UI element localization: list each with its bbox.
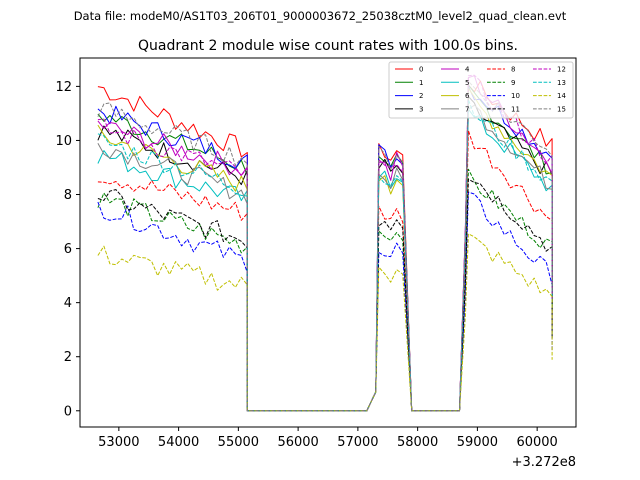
legend-frame (388, 61, 574, 119)
series-line-10 (97, 191, 553, 412)
series-line-13 (97, 99, 553, 412)
axes-frame (79, 57, 577, 428)
y-axis: 0 2 4 6 8 10 12 (55, 80, 80, 419)
chart-title: Quadrant 2 module wise count rates with … (138, 38, 518, 54)
plot-lines (97, 74, 553, 412)
y-tick-label: 4 (64, 296, 72, 311)
y-tick-label: 6 (64, 242, 72, 257)
legend-label-9: 9 (511, 79, 515, 87)
legend-label-3: 3 (419, 105, 423, 113)
y-tick-label: 12 (55, 80, 72, 95)
figure-suptitle: Data file: modeM0/AS1T03_206T01_90000036… (74, 9, 567, 23)
legend-label-10: 10 (511, 92, 520, 100)
legend-label-15: 15 (557, 105, 566, 113)
x-offset-text: +3.272e8 (512, 455, 576, 470)
x-tick-label: 54000 (158, 435, 199, 450)
legend-label-11: 11 (511, 105, 520, 113)
x-tick-label: 53000 (98, 435, 139, 450)
series-line-9 (97, 168, 553, 412)
x-tick-label: 58000 (397, 435, 438, 450)
legend-label-1: 1 (419, 79, 423, 87)
legend-label-6: 6 (465, 92, 470, 100)
legend-label-2: 2 (419, 92, 423, 100)
legend-label-8: 8 (511, 66, 515, 74)
series-line-15 (97, 80, 553, 412)
legend-label-0: 0 (419, 66, 423, 74)
y-tick-label: 0 (64, 404, 72, 419)
x-tick-label: 57000 (337, 435, 378, 450)
y-tick-label: 10 (55, 134, 72, 149)
x-axis: 53000 54000 55000 56000 57000 58000 59000 60000 (98, 427, 558, 450)
legend-label-4: 4 (465, 66, 470, 74)
legend-label-12: 12 (557, 66, 566, 74)
x-tick-label: 55000 (218, 435, 259, 450)
legend-label-7: 7 (465, 105, 469, 113)
legend-label-13: 13 (557, 79, 566, 87)
series-line-8 (97, 130, 553, 412)
x-tick-label: 60000 (516, 435, 557, 450)
series-line-11 (97, 178, 553, 412)
legend-label-14: 14 (557, 92, 566, 100)
x-tick-label: 56000 (277, 435, 318, 450)
y-tick-label: 2 (64, 350, 72, 365)
legend-label-5: 5 (465, 79, 469, 87)
x-tick-label: 59000 (457, 435, 498, 450)
y-tick-label: 8 (64, 188, 72, 203)
